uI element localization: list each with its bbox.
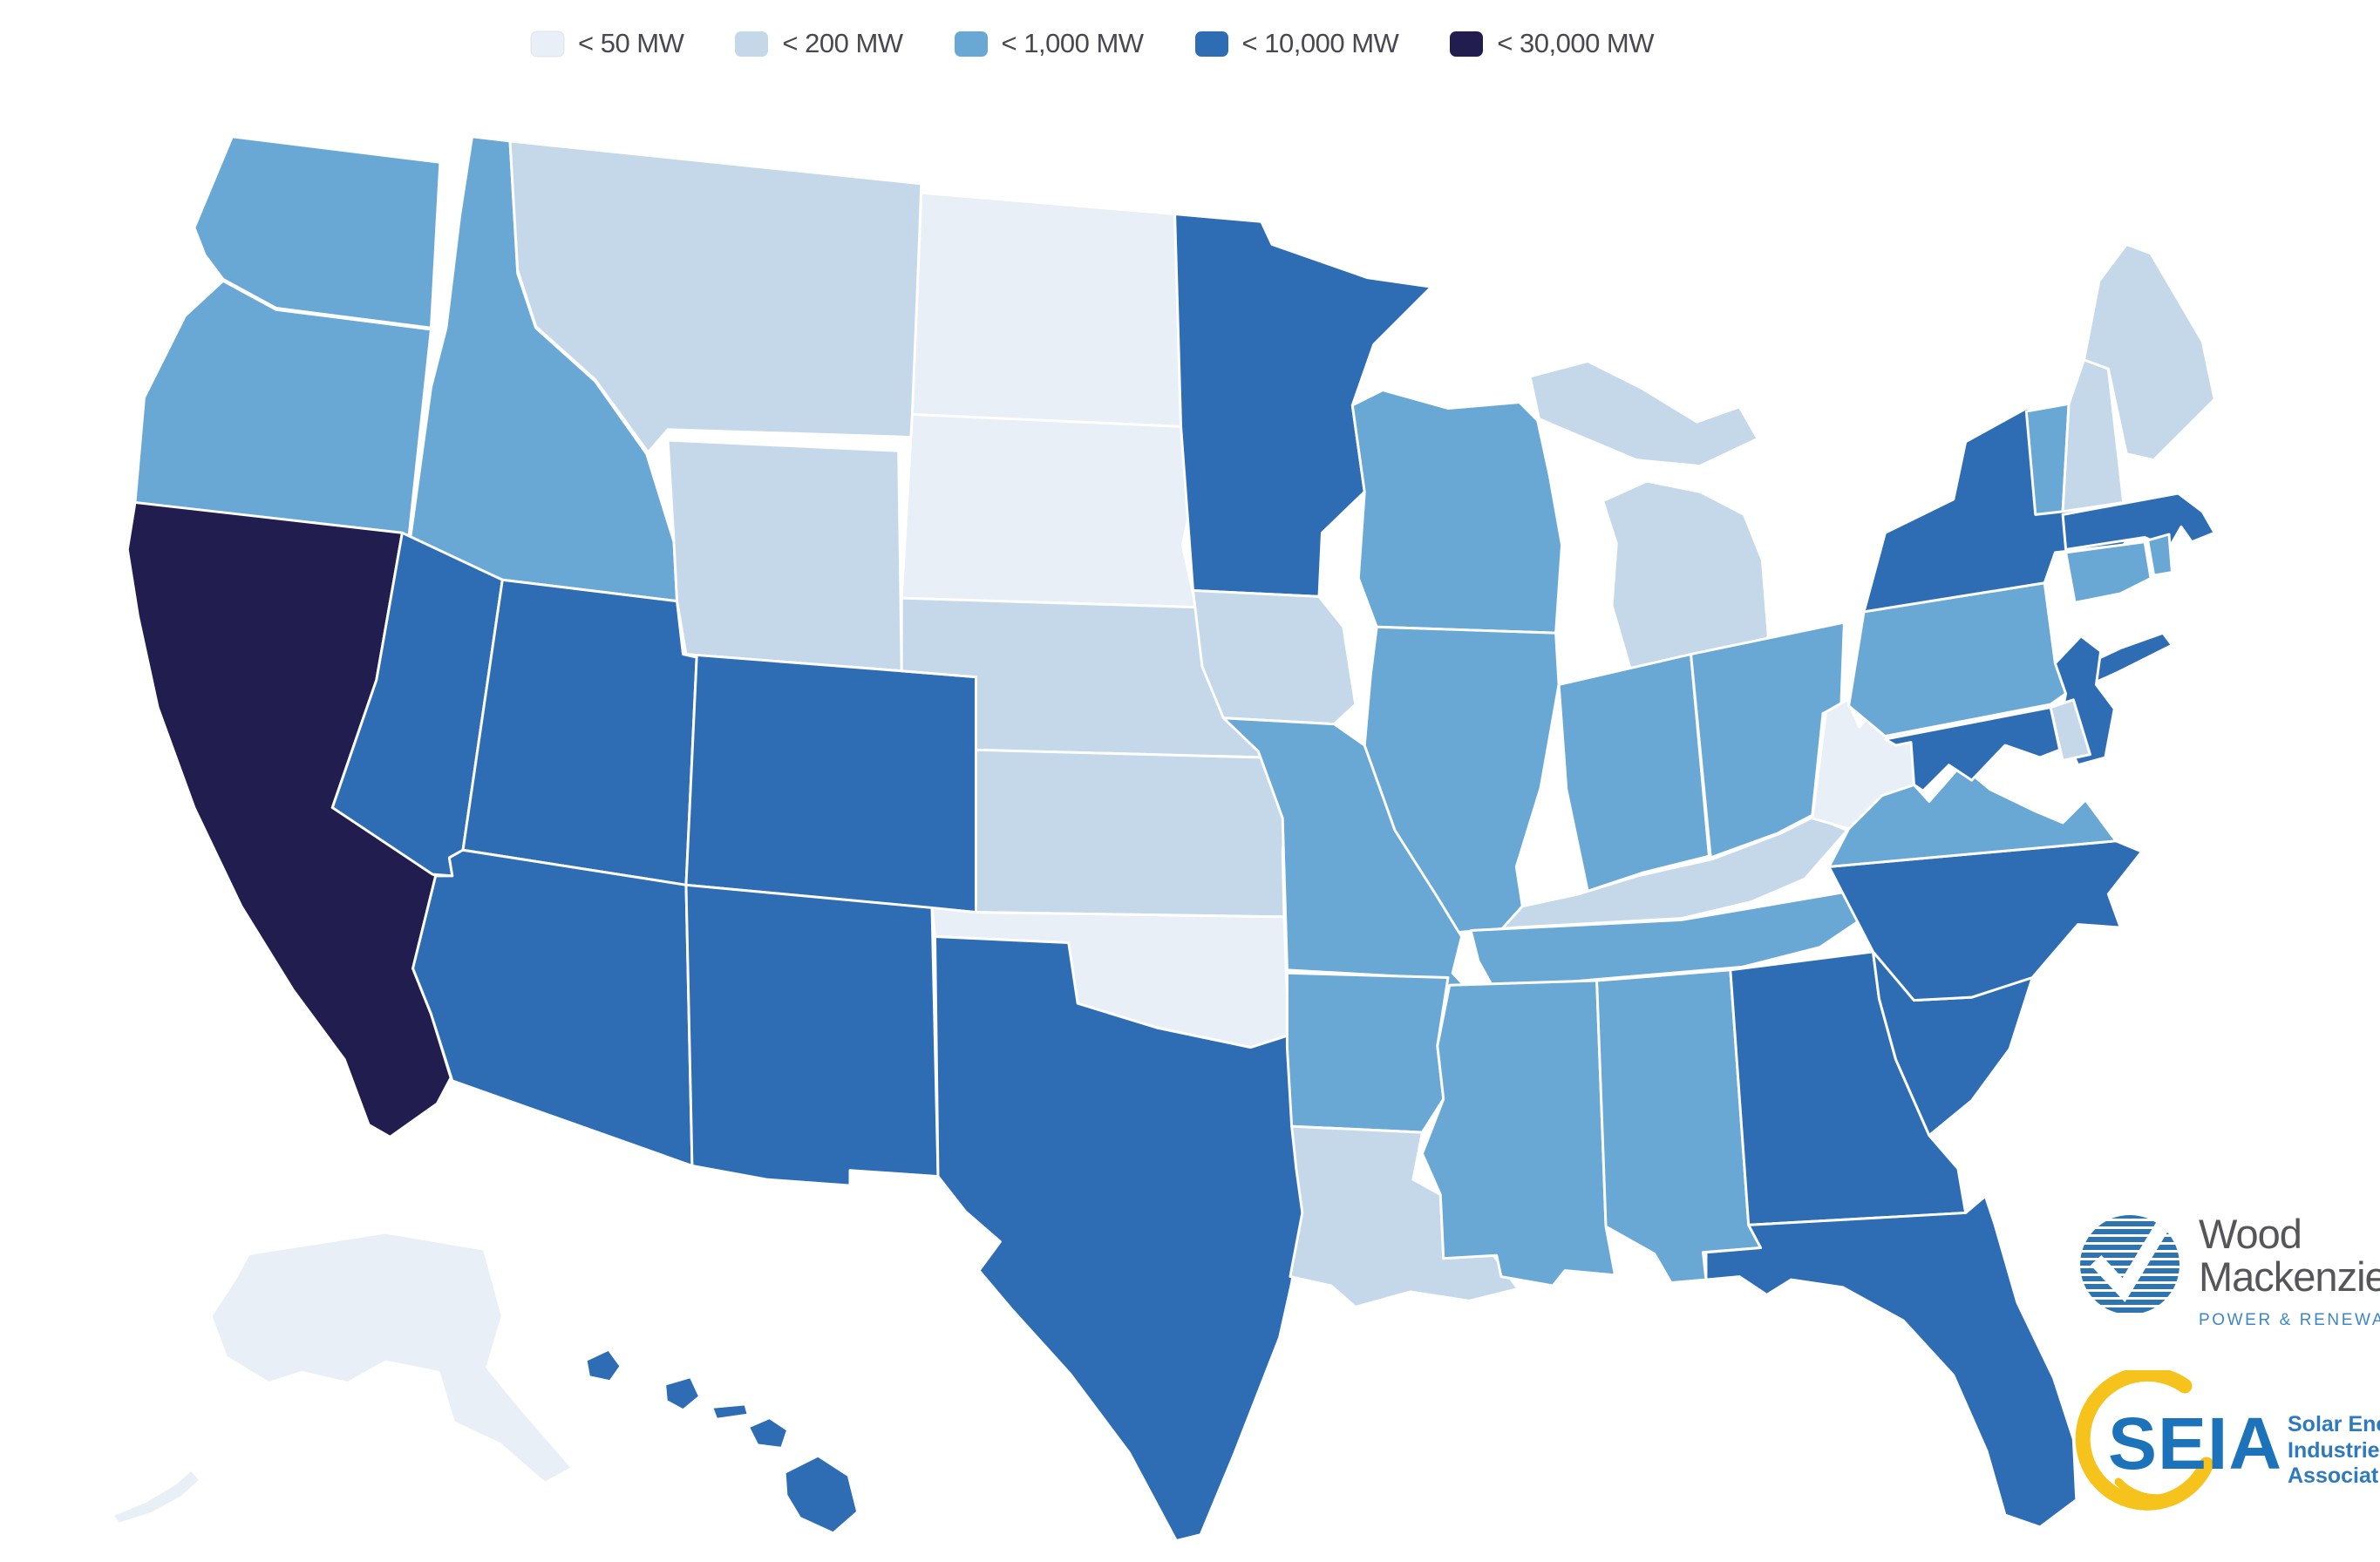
state-IN[interactable]	[1557, 653, 1710, 893]
state-RI[interactable]	[2146, 533, 2173, 577]
seia-acronym: SEIA	[2108, 1402, 2283, 1484]
state-UT[interactable]	[461, 578, 698, 886]
state-KS[interactable]	[975, 748, 1290, 919]
state-CO[interactable]	[684, 653, 977, 914]
legend-item-lt-50mw: < 50 MW	[530, 28, 684, 59]
legend-swatch-lt-30000mw	[1450, 31, 1484, 57]
legend-label-lt-1000mw: < 1,000 MW	[1001, 28, 1145, 58]
state-MI[interactable]	[1601, 479, 1770, 680]
legend: < 50 MW < 200 MW < 1,000 MW < 10,000 MW …	[530, 28, 1655, 59]
seia-sun-swirl-icon	[2075, 1370, 2214, 1511]
state-DE[interactable]	[2049, 698, 2091, 762]
legend-label-lt-30000mw: < 30,000 MW	[1497, 28, 1655, 58]
wood-mackenzie-logo: Wood Mackenzie POWER & RENEWABLES	[2078, 1211, 2380, 1330]
state-HI-hawaii-island[interactable]	[783, 1454, 860, 1535]
state-KY[interactable]	[1460, 815, 1849, 938]
state-IA[interactable]	[1192, 588, 1357, 726]
state-HI-kauai[interactable]	[584, 1348, 622, 1383]
state-NC[interactable]	[1827, 839, 2144, 1002]
state-HI-maui[interactable]	[746, 1416, 790, 1450]
state-MS[interactable]	[1420, 979, 1616, 1287]
state-AK-aleutians[interactable]	[111, 1468, 202, 1525]
state-MI-upper-peninsula[interactable]	[1528, 359, 1759, 468]
state-AR[interactable]	[1285, 971, 1450, 1134]
state-WI[interactable]	[1350, 389, 1564, 635]
legend-item-lt-1000mw: < 1,000 MW	[954, 28, 1144, 59]
seia-name-line2: Industries	[2288, 1437, 2380, 1463]
state-FL[interactable]	[1704, 1194, 2078, 1529]
state-ME[interactable]	[2083, 242, 2216, 462]
state-SD[interactable]	[900, 412, 1198, 609]
state-NH[interactable]	[2061, 358, 2125, 513]
state-LA[interactable]	[1289, 1124, 1520, 1308]
legend-label-lt-200mw: < 200 MW	[782, 28, 903, 58]
wood-mackenzie-name-line1: Wood	[2199, 1211, 2302, 1257]
legend-label-lt-50mw: < 50 MW	[578, 28, 684, 58]
state-ND[interactable]	[910, 191, 1183, 428]
wood-mackenzie-tagline: POWER & RENEWABLES	[2199, 1310, 2380, 1329]
states-layer	[111, 135, 2216, 1543]
state-NM[interactable]	[684, 883, 940, 1187]
state-AK[interactable]	[209, 1231, 574, 1484]
state-OH[interactable]	[1690, 621, 1846, 859]
legend-item-lt-10000mw: < 10,000 MW	[1194, 28, 1399, 59]
legend-swatch-lt-200mw	[735, 31, 769, 57]
wood-mackenzie-icon	[2080, 1215, 2179, 1314]
legend-swatch-lt-1000mw	[954, 31, 988, 57]
state-HI-molokai[interactable]	[711, 1402, 750, 1421]
state-CT[interactable]	[2064, 540, 2152, 604]
state-TX[interactable]	[934, 935, 1306, 1543]
state-WA[interactable]	[193, 135, 442, 329]
seia-name-line1: Solar Energy	[2288, 1412, 2380, 1436]
legend-item-lt-30000mw: < 30,000 MW	[1449, 28, 1655, 59]
wood-mackenzie-name-line2: Mackenzie	[2199, 1253, 2380, 1300]
legend-item-lt-200mw: < 200 MW	[734, 28, 903, 59]
seia-logo: SEIA Solar Energy Industries Association…	[2073, 1370, 2380, 1545]
seia-association-name: Solar Energy Industries Association®	[2288, 1412, 2380, 1490]
state-HI-oahu[interactable]	[663, 1375, 702, 1412]
state-WY[interactable]	[666, 438, 903, 673]
legend-label-lt-10000mw: < 10,000 MW	[1241, 28, 1399, 58]
state-AZ[interactable]	[411, 848, 694, 1167]
state-MA[interactable]	[2061, 492, 2216, 551]
legend-swatch-lt-10000mw	[1194, 31, 1228, 57]
legend-swatch-lt-50mw	[530, 31, 565, 57]
seia-name-line3: Association®	[2288, 1464, 2380, 1488]
state-TN[interactable]	[1469, 886, 1882, 990]
